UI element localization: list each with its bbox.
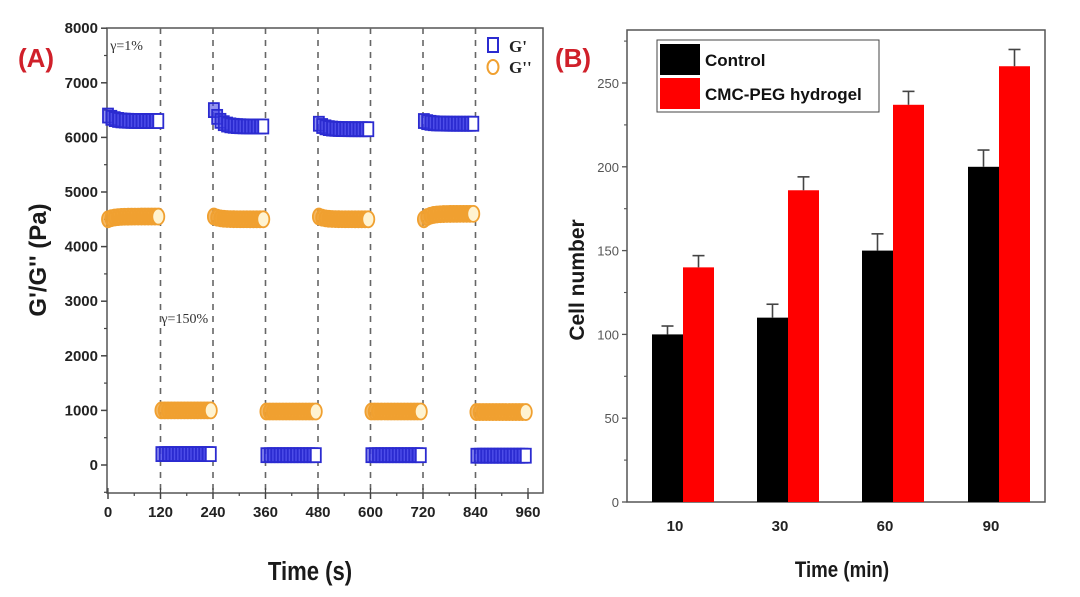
panel-b-bars (652, 48, 1030, 503)
bar-hydrogel-90 (999, 66, 1030, 503)
bar-group-10 (652, 254, 714, 502)
legend-label-g-double-prime: G'' (509, 58, 532, 77)
panel-a-y-axis-title: G'/G'' (Pa) (25, 203, 52, 316)
data-point (518, 403, 533, 421)
panel-b-x-axis: 10 30 60 90 (667, 518, 1000, 535)
data-point (309, 447, 322, 464)
x-tick-label-120: 120 (148, 504, 173, 521)
y-tick-label-50: 50 (605, 411, 619, 426)
x-tick-label-960: 960 (515, 504, 540, 521)
data-point (466, 204, 481, 223)
panel-b-plot-frame (626, 29, 1046, 503)
panel-b-y-axis-title: Cell number (566, 219, 589, 340)
panel-b-cell-number-chart: (B) 0 50 100 150 200 250 10 30 60 90 Control CMC… (555, 29, 1046, 583)
data-point (151, 207, 166, 226)
bar-group-90 (968, 48, 1030, 503)
y-tick-label-100: 100 (597, 327, 619, 342)
y-tick-label-0: 0 (612, 495, 619, 510)
legend-label-hydrogel: CMC-PEG hydrogel (705, 85, 862, 104)
data-point (519, 447, 532, 464)
x-tick-label-240: 240 (200, 504, 225, 521)
data-point (256, 210, 271, 229)
x-tick-label-60: 60 (877, 518, 894, 535)
data-point (152, 113, 165, 129)
series-g-double-prime (101, 204, 533, 421)
bar-control-60 (862, 250, 893, 502)
x-tick-label-90: 90 (983, 518, 1000, 535)
y-tick-label-3000: 3000 (65, 293, 98, 310)
x-tick-label-600: 600 (358, 504, 383, 521)
bar-control-90 (968, 166, 999, 503)
data-point (204, 446, 217, 462)
legend-swatch-control (660, 44, 700, 75)
x-tick-label-0: 0 (104, 504, 112, 521)
panel-a-label: (A) (18, 43, 54, 73)
y-tick-label-1000: 1000 (65, 402, 98, 419)
legend-label-g-prime: G' (509, 37, 527, 56)
legend-label-control: Control (705, 51, 765, 70)
data-point (414, 447, 427, 464)
x-tick-label-360: 360 (253, 504, 278, 521)
x-tick-label-720: 720 (410, 504, 435, 521)
data-point (413, 402, 428, 421)
y-tick-label-150: 150 (597, 244, 619, 259)
panel-a-series (101, 102, 533, 464)
data-point (467, 115, 480, 132)
bar-group-60 (862, 90, 924, 503)
bar-control-10 (652, 334, 683, 502)
panel-a-rheology-chart: (A) 0 1000 2000 3000 4000 5000 6000 7000 8000 0 1… (18, 20, 544, 586)
bar-hydrogel-10 (683, 267, 714, 502)
bar-group-30 (757, 176, 819, 502)
strain-annotation-low: γ=1% (109, 39, 143, 54)
bar-control-30 (757, 317, 788, 502)
legend-marker-g-double-prime (486, 59, 500, 75)
bar-hydrogel-60 (893, 104, 924, 503)
panel-a-x-axis: 0 120 240 360 480 600 720 840 960 (104, 488, 541, 521)
y-tick-label-8000: 8000 (65, 20, 98, 37)
legend-swatch-hydrogel (660, 78, 700, 109)
legend-marker-g-prime (487, 37, 499, 53)
y-tick-label-250: 250 (597, 76, 619, 91)
panel-a-x-axis-title: Time (s) (268, 557, 352, 586)
y-tick-label-2000: 2000 (65, 348, 98, 365)
y-tick-label-200: 200 (597, 160, 619, 175)
y-tick-label-7000: 7000 (65, 75, 98, 92)
y-tick-label-4000: 4000 (65, 239, 98, 256)
panel-b-y-axis: 0 50 100 150 200 250 (597, 40, 627, 510)
y-tick-label-6000: 6000 (65, 129, 98, 146)
y-tick-label-5000: 5000 (65, 184, 98, 201)
data-point (361, 210, 376, 229)
data-point (308, 402, 323, 421)
panel-a-plot-frame (106, 27, 544, 494)
panel-a-legend: G' G'' (486, 37, 532, 77)
bar-hydrogel-30 (788, 190, 819, 502)
x-tick-label-840: 840 (463, 504, 488, 521)
series-g-prime (102, 102, 532, 464)
data-point (362, 121, 375, 138)
data-point (203, 401, 218, 420)
data-point (257, 118, 270, 135)
y-tick-label-0: 0 (90, 457, 98, 474)
panel-b-x-axis-title: Time (min) (795, 559, 889, 583)
panel-a-dashed-lines (159, 28, 477, 493)
strain-annotation-high: γ=150% (160, 312, 208, 327)
panel-a-y-axis: 0 1000 2000 3000 4000 5000 6000 7000 8000 (65, 20, 107, 493)
x-tick-label-30: 30 (772, 518, 789, 535)
panel-b-label: (B) (555, 43, 591, 73)
x-tick-label-10: 10 (667, 518, 684, 535)
panel-b-legend: Control CMC-PEG hydrogel (656, 39, 880, 113)
x-tick-label-480: 480 (305, 504, 330, 521)
